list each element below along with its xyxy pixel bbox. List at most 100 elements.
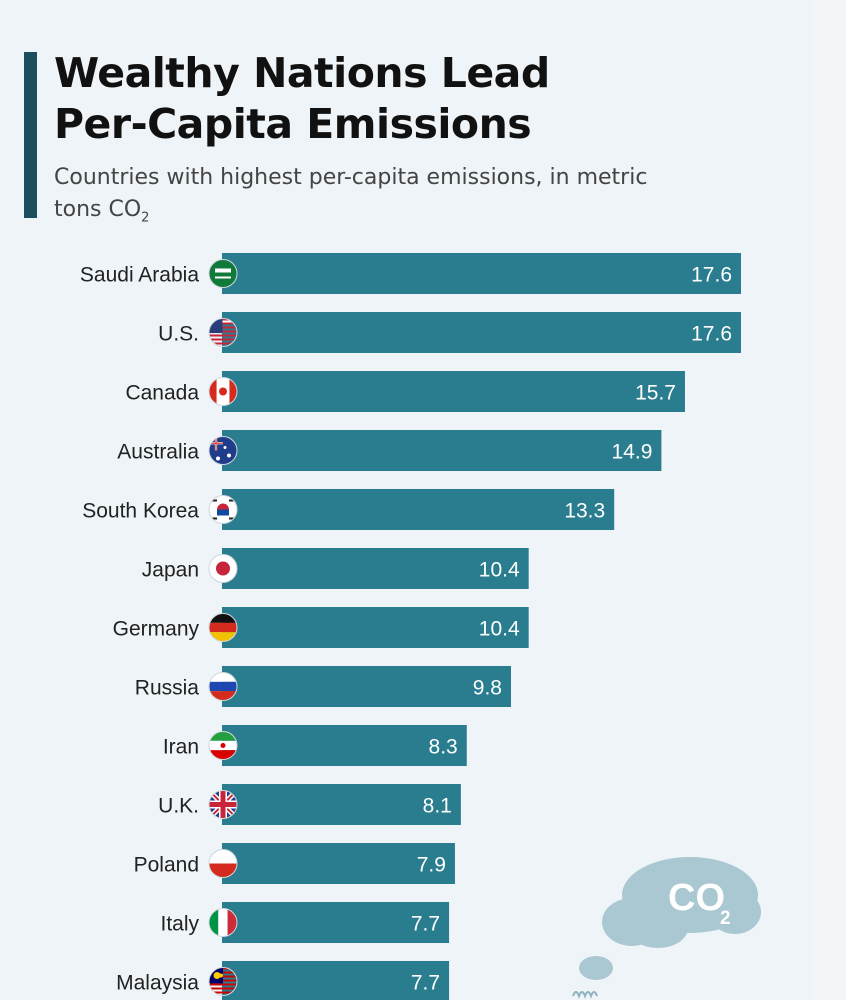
flag-stripe-red bbox=[227, 908, 237, 937]
poland-flag-icon bbox=[208, 849, 238, 878]
bar-value-label: 15.7 bbox=[635, 382, 676, 405]
flag-stripe bbox=[209, 318, 237, 321]
flag-rim bbox=[208, 259, 238, 288]
page-edge-strip bbox=[812, 0, 846, 1000]
category-label: Russia bbox=[135, 677, 200, 700]
flag-trigram bbox=[212, 517, 217, 520]
bar-value-label: 13.3 bbox=[564, 500, 605, 523]
flag-body bbox=[209, 613, 237, 642]
category-label: South Korea bbox=[82, 500, 199, 523]
flag-rim bbox=[208, 613, 238, 642]
cloud-subscript-text: 2 bbox=[720, 908, 731, 929]
category-label: Poland bbox=[134, 854, 199, 877]
russia-flag-icon bbox=[208, 672, 238, 701]
flag-stripe bbox=[209, 342, 237, 345]
flag-star bbox=[216, 456, 220, 461]
flag-field bbox=[209, 436, 237, 465]
category-label: Iran bbox=[163, 736, 199, 759]
flag-body bbox=[209, 318, 237, 345]
malaysia-flag-icon bbox=[208, 967, 238, 996]
flag-stripe bbox=[209, 987, 237, 990]
flag-script bbox=[215, 268, 231, 273]
co2-cloud-icon bbox=[579, 857, 761, 980]
subtitle-text: Countries with highest per-capita emissi… bbox=[54, 165, 648, 222]
flag-stripe-red bbox=[209, 750, 237, 760]
flag-body bbox=[209, 259, 237, 288]
flag-body bbox=[209, 436, 237, 465]
bar-value-label: 7.7 bbox=[411, 913, 440, 936]
flag-stripe-red bbox=[209, 863, 237, 878]
flag-stripe bbox=[209, 338, 237, 341]
bar-value-label: 7.9 bbox=[417, 854, 446, 877]
flag-body bbox=[209, 554, 237, 583]
flag-stripe bbox=[209, 326, 237, 329]
bar bbox=[222, 666, 511, 707]
bar-value-label: 8.3 bbox=[429, 736, 458, 759]
bar-row: 8.3 Iran bbox=[163, 725, 467, 766]
flag-sun bbox=[216, 561, 230, 576]
category-label: Germany bbox=[113, 618, 200, 641]
bar-value-label: 14.9 bbox=[612, 441, 653, 464]
bar-row: 17.6 Saudi Arabia bbox=[80, 253, 741, 294]
bar bbox=[222, 725, 467, 766]
chart-title: Wealthy Nations Lead Per-Capita Emission… bbox=[54, 49, 550, 148]
flag-rim bbox=[208, 495, 238, 524]
bar-row: 17.6 U.S. bbox=[158, 312, 741, 353]
flag-cross-v-red bbox=[220, 790, 226, 819]
flag-rim bbox=[208, 672, 238, 701]
flag-leaf bbox=[219, 387, 227, 396]
iran-flag-icon bbox=[208, 731, 238, 760]
bar bbox=[222, 607, 529, 648]
subtitle-subscript: 2 bbox=[141, 210, 150, 226]
bar-value-label: 10.4 bbox=[479, 559, 520, 582]
flag-rim bbox=[208, 849, 238, 878]
flag-rim bbox=[208, 908, 238, 937]
flag-body bbox=[209, 908, 237, 937]
flag-band-left bbox=[209, 377, 217, 406]
canada-flag-icon bbox=[208, 377, 238, 406]
bar bbox=[222, 784, 461, 825]
flag-rim bbox=[208, 318, 238, 347]
flag-stripe-green bbox=[209, 908, 219, 937]
cloud-co-text: CO bbox=[668, 877, 725, 919]
category-label: Canada bbox=[125, 382, 199, 405]
chimney-smoke-icon bbox=[572, 991, 598, 999]
flag-emblem bbox=[220, 743, 226, 748]
category-label: Japan bbox=[142, 559, 199, 582]
bar bbox=[222, 430, 662, 471]
uk-flag-icon bbox=[208, 790, 238, 819]
flag-stripe-blue bbox=[209, 681, 237, 692]
flag-star bbox=[219, 973, 223, 978]
bar-row: 15.7 Canada bbox=[125, 371, 685, 412]
bar-row: 10.4 Japan bbox=[142, 548, 529, 589]
flag-band-right bbox=[229, 377, 237, 406]
flag-body bbox=[209, 967, 237, 994]
bar-value-label: 17.6 bbox=[691, 323, 732, 346]
category-label: U.S. bbox=[158, 323, 199, 346]
flag-body bbox=[209, 849, 237, 878]
bar bbox=[222, 489, 615, 530]
bar-value-label: 10.4 bbox=[479, 618, 520, 641]
flag-body bbox=[209, 790, 237, 819]
flag-taeguk-blue bbox=[217, 509, 229, 516]
flag-trigram bbox=[212, 499, 217, 502]
flag-stripe-green bbox=[209, 731, 237, 741]
bar bbox=[222, 371, 685, 412]
flag-stripe bbox=[209, 330, 237, 333]
flag-stripe-gold bbox=[209, 632, 237, 642]
flag-star bbox=[223, 446, 227, 449]
bar bbox=[222, 843, 455, 884]
flag-cross-v-red bbox=[215, 436, 217, 451]
flag-body bbox=[209, 495, 237, 524]
us-flag-icon bbox=[208, 318, 238, 347]
title-accent-bar bbox=[24, 52, 37, 218]
bar bbox=[222, 902, 450, 943]
flag-trigram bbox=[229, 499, 234, 502]
flag-rim bbox=[208, 967, 238, 996]
italy-flag-icon bbox=[208, 908, 238, 937]
bar-value-label: 9.8 bbox=[473, 677, 502, 700]
flag-stripe bbox=[209, 983, 237, 986]
flag-stripe-white bbox=[209, 672, 237, 682]
bar-row: 7.7 Malaysia bbox=[116, 961, 450, 1000]
